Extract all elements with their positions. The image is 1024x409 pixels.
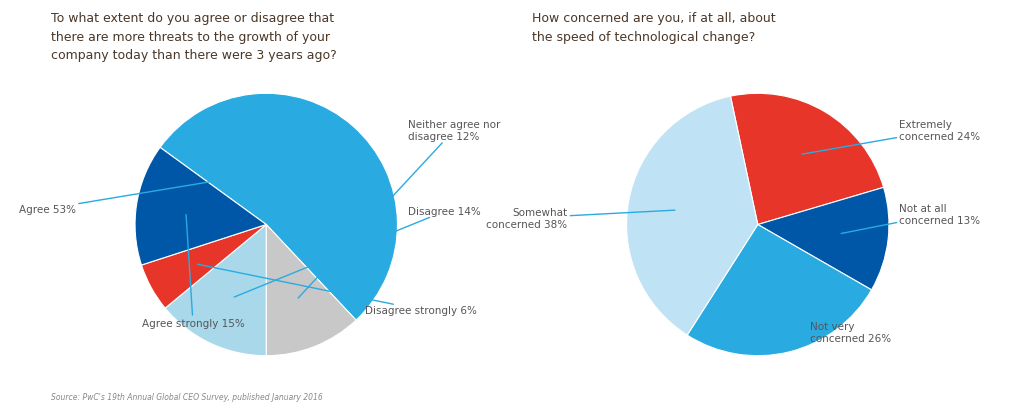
Text: Neither agree nor
disagree 12%: Neither agree nor disagree 12% — [298, 120, 501, 298]
Wedge shape — [730, 94, 884, 225]
Text: Disagree strongly 6%: Disagree strongly 6% — [198, 265, 476, 315]
Text: Source: PwC's 19th Annual Global CEO Survey, published January 2016: Source: PwC's 19th Annual Global CEO Sur… — [51, 392, 323, 401]
Text: Disagree 14%: Disagree 14% — [234, 207, 480, 297]
Text: Not very
concerned 26%: Not very concerned 26% — [779, 305, 891, 343]
Wedge shape — [165, 225, 266, 356]
Wedge shape — [758, 188, 889, 290]
Wedge shape — [687, 225, 871, 356]
Wedge shape — [135, 148, 266, 265]
Wedge shape — [160, 94, 397, 320]
Text: Agree 53%: Agree 53% — [19, 164, 317, 214]
Wedge shape — [141, 225, 266, 308]
Text: Somewhat
concerned 38%: Somewhat concerned 38% — [486, 208, 675, 229]
Text: Agree strongly 15%: Agree strongly 15% — [141, 215, 245, 328]
Text: Not at all
concerned 13%: Not at all concerned 13% — [842, 204, 981, 234]
Text: How concerned are you, if at all, about
the speed of technological change?: How concerned are you, if at all, about … — [532, 12, 776, 44]
Text: To what extent do you agree or disagree that
there are more threats to the growt: To what extent do you agree or disagree … — [51, 12, 337, 62]
Text: Extremely
concerned 24%: Extremely concerned 24% — [802, 120, 981, 155]
Wedge shape — [627, 97, 758, 335]
Wedge shape — [266, 225, 356, 356]
